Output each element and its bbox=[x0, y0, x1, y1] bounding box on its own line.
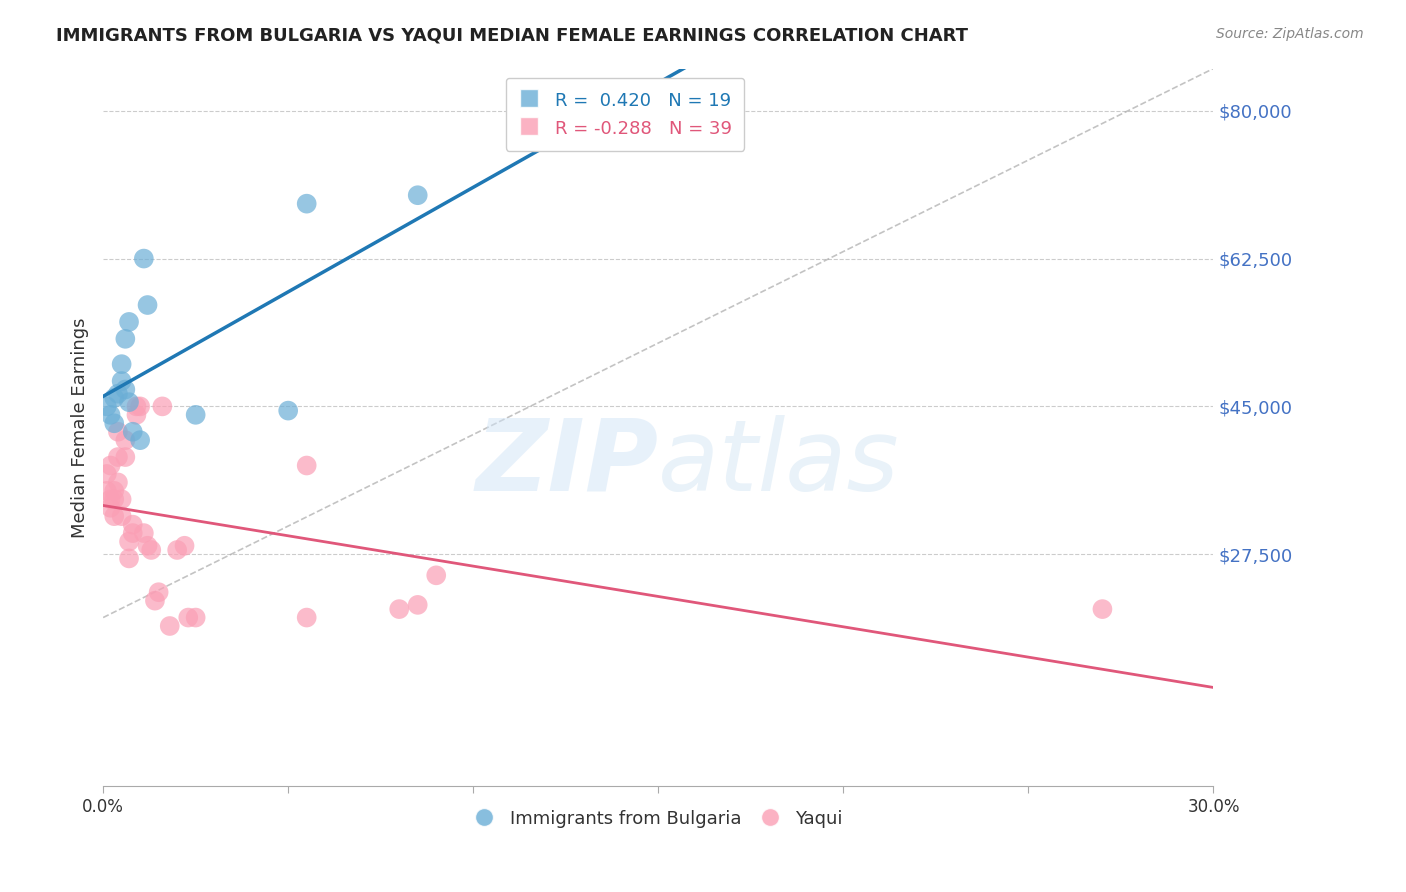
Point bbox=[277, 403, 299, 417]
Point bbox=[118, 534, 141, 549]
Point bbox=[100, 500, 122, 515]
Point bbox=[150, 400, 173, 414]
Point bbox=[406, 598, 429, 612]
Point bbox=[100, 458, 122, 473]
Point bbox=[388, 602, 411, 616]
Point bbox=[132, 526, 155, 541]
Legend: Immigrants from Bulgaria, Yaqui: Immigrants from Bulgaria, Yaqui bbox=[467, 803, 851, 835]
Point bbox=[103, 417, 125, 431]
Point bbox=[111, 509, 134, 524]
Point bbox=[406, 188, 429, 202]
Point bbox=[111, 357, 134, 371]
Point bbox=[295, 196, 318, 211]
Point bbox=[125, 408, 148, 422]
Text: ZIP: ZIP bbox=[475, 415, 658, 512]
Point bbox=[103, 391, 125, 405]
Point bbox=[295, 610, 318, 624]
Point bbox=[107, 386, 129, 401]
Point bbox=[141, 543, 163, 558]
Text: IMMIGRANTS FROM BULGARIA VS YAQUI MEDIAN FEMALE EARNINGS CORRELATION CHART: IMMIGRANTS FROM BULGARIA VS YAQUI MEDIAN… bbox=[56, 27, 969, 45]
Y-axis label: Median Female Earnings: Median Female Earnings bbox=[72, 318, 89, 538]
Point bbox=[136, 539, 159, 553]
Point bbox=[111, 374, 134, 388]
Point bbox=[173, 539, 195, 553]
Point bbox=[100, 492, 122, 507]
Text: atlas: atlas bbox=[658, 415, 900, 512]
Point bbox=[111, 492, 134, 507]
Point bbox=[121, 526, 143, 541]
Point bbox=[100, 408, 122, 422]
Point bbox=[114, 332, 136, 346]
Point bbox=[121, 425, 143, 439]
Point bbox=[184, 408, 207, 422]
Point bbox=[425, 568, 447, 582]
Point bbox=[118, 395, 141, 409]
Point bbox=[159, 619, 181, 633]
Point bbox=[132, 252, 155, 266]
Point bbox=[143, 593, 166, 607]
Point bbox=[121, 517, 143, 532]
Point bbox=[107, 425, 129, 439]
Point bbox=[107, 475, 129, 490]
Point bbox=[96, 467, 118, 481]
Point bbox=[96, 483, 118, 498]
Point bbox=[177, 610, 200, 624]
Point bbox=[103, 509, 125, 524]
Point bbox=[125, 400, 148, 414]
Point bbox=[118, 315, 141, 329]
Point bbox=[1091, 602, 1114, 616]
Point bbox=[107, 450, 129, 464]
Point bbox=[114, 383, 136, 397]
Point bbox=[166, 543, 188, 558]
Point bbox=[103, 483, 125, 498]
Point bbox=[114, 450, 136, 464]
Point bbox=[129, 400, 152, 414]
Text: Source: ZipAtlas.com: Source: ZipAtlas.com bbox=[1216, 27, 1364, 41]
Point bbox=[184, 610, 207, 624]
Point bbox=[114, 433, 136, 447]
Point bbox=[103, 492, 125, 507]
Point bbox=[118, 551, 141, 566]
Point bbox=[295, 458, 318, 473]
Point bbox=[96, 400, 118, 414]
Point bbox=[129, 433, 152, 447]
Point bbox=[148, 585, 170, 599]
Point bbox=[136, 298, 159, 312]
